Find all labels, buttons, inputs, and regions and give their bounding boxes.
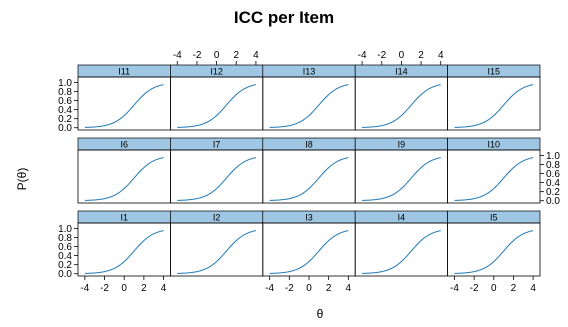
y-tick-label: 1.0 — [546, 151, 560, 162]
panel-strip-label-I1: I1 — [120, 213, 128, 223]
y-tick-label: 0.6 — [546, 169, 560, 180]
icc-curve-I4 — [362, 230, 441, 274]
y-tick-label: 0.0 — [546, 196, 560, 207]
panel-I8 — [262, 149, 356, 204]
y-tick-label: 0.8 — [58, 233, 72, 244]
panel-strip-label-I15: I15 — [488, 67, 501, 77]
panel-I14 — [354, 76, 449, 131]
chart-title: ICC per Item — [233, 8, 335, 27]
icc-curve-I2 — [177, 230, 257, 274]
panel-strip-label-I7: I7 — [213, 140, 221, 150]
panel-strip-label-I14: I14 — [395, 67, 408, 77]
panel-I13 — [262, 76, 356, 131]
panel-strip-label-I3: I3 — [305, 213, 313, 223]
panel-I12 — [169, 76, 264, 131]
x-tick-label: 2 — [418, 50, 424, 61]
y-tick-label: 0.6 — [58, 96, 72, 107]
y-tick-label: 1.0 — [58, 224, 72, 235]
panel-I7 — [169, 149, 264, 204]
x-tick-label: 0 — [306, 283, 312, 294]
panel-I3 — [262, 222, 356, 277]
icc-curve-I13 — [269, 84, 349, 128]
y-tick-label: 1.0 — [58, 78, 72, 89]
panel-I1 — [77, 222, 171, 277]
x-tick-label: -4 — [173, 50, 182, 61]
x-tick-label: -4 — [265, 283, 274, 294]
icc-curve-I9 — [362, 157, 441, 201]
panel-I15 — [447, 76, 541, 131]
x-tick-label: 0 — [214, 50, 220, 61]
icc-curve-I14 — [362, 84, 441, 128]
y-tick-label: 0.2 — [58, 260, 72, 271]
panel-strip-label-I4: I4 — [398, 213, 406, 223]
x-tick-label: -2 — [285, 283, 294, 294]
y-tick-label: 0.0 — [58, 269, 72, 280]
icc-curve-I8 — [269, 157, 349, 201]
panel-I5 — [447, 222, 541, 277]
x-tick-label: 2 — [233, 50, 239, 61]
x-tick-label: 0 — [121, 283, 127, 294]
x-tick-label: -4 — [80, 283, 89, 294]
x-tick-label: -2 — [100, 283, 109, 294]
panel-strip-label-I10: I10 — [488, 140, 501, 150]
icc-curve-I10 — [454, 157, 534, 201]
y-tick-label: 0.6 — [58, 242, 72, 253]
panel-strip-label-I13: I13 — [303, 67, 316, 77]
icc-curve-I1 — [84, 230, 164, 274]
icc-curve-I5 — [454, 230, 534, 274]
x-tick-label: 4 — [438, 50, 444, 61]
x-tick-label: 4 — [253, 50, 259, 61]
y-tick-label: 0.4 — [58, 251, 72, 262]
icc-curve-I12 — [177, 84, 257, 128]
panel-strip-label-I11: I11 — [118, 67, 130, 77]
y-tick-label: 0.0 — [58, 123, 72, 134]
icc-curve-I7 — [177, 157, 257, 201]
x-tick-label: 2 — [326, 283, 332, 294]
y-tick-label: 0.2 — [546, 187, 560, 198]
panel-I2 — [169, 222, 264, 277]
panel-strip-label-I8: I8 — [305, 140, 313, 150]
panel-I4 — [354, 222, 449, 277]
panel-strip-label-I12: I12 — [210, 67, 223, 77]
panel-strip-label-I2: I2 — [213, 213, 221, 223]
x-tick-label: 4 — [161, 283, 167, 294]
icc-curve-I6 — [84, 157, 164, 201]
x-tick-label: -4 — [358, 50, 367, 61]
y-tick-label: 0.4 — [546, 178, 560, 189]
y-tick-label: 0.4 — [58, 105, 72, 116]
x-tick-label: 4 — [530, 283, 536, 294]
panel-I6 — [77, 149, 171, 204]
x-axis-label: θ — [316, 307, 324, 321]
y-tick-label: 0.8 — [58, 87, 72, 98]
panel-I9 — [354, 149, 449, 204]
panel-I11 — [77, 76, 171, 131]
x-tick-label: 4 — [346, 283, 352, 294]
x-tick-label: -2 — [377, 50, 386, 61]
x-tick-label: 0 — [399, 50, 405, 61]
x-tick-label: -2 — [470, 283, 479, 294]
panel-I10 — [447, 149, 541, 204]
x-tick-label: 2 — [511, 283, 517, 294]
panel-strip-label-I9: I9 — [398, 140, 406, 150]
panel-strip-label-I6: I6 — [120, 140, 128, 150]
icc-curve-I3 — [269, 230, 349, 274]
y-tick-label: 0.2 — [58, 114, 72, 125]
x-tick-label: -2 — [192, 50, 201, 61]
y-tick-label: 0.8 — [546, 160, 560, 171]
panel-strip-label-I5: I5 — [490, 213, 498, 223]
icc-curve-I15 — [454, 84, 534, 128]
x-tick-label: 0 — [491, 283, 497, 294]
x-tick-label: -4 — [450, 283, 459, 294]
x-tick-label: 2 — [141, 283, 147, 294]
icc-curve-I11 — [84, 84, 164, 128]
